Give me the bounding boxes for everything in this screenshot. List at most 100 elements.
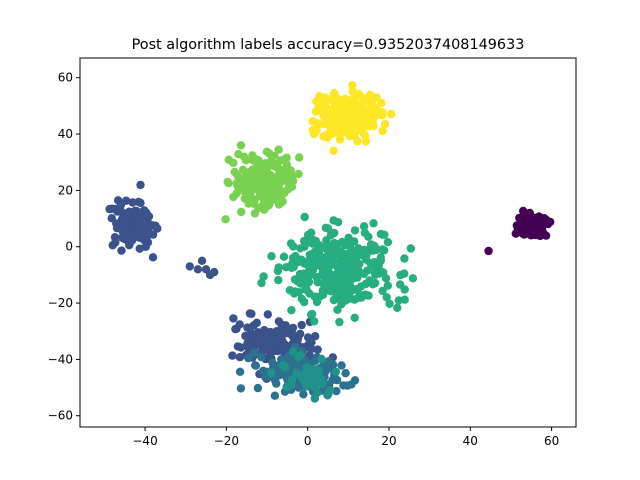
- data-point: [117, 246, 126, 255]
- data-point: [244, 171, 253, 181]
- data-point: [110, 233, 120, 242]
- data-point: [393, 303, 402, 312]
- data-point: [313, 388, 322, 397]
- data-point: [268, 333, 278, 343]
- data-point: [267, 252, 276, 261]
- data-point: [331, 126, 340, 136]
- data-point: [228, 351, 237, 360]
- data-point: [295, 153, 304, 162]
- data-point: [352, 120, 361, 129]
- data-point: [233, 342, 243, 351]
- data-point: [118, 227, 127, 236]
- data-point: [297, 320, 306, 330]
- x-tick-label: 60: [544, 434, 559, 448]
- data-point: [345, 292, 354, 302]
- data-point: [302, 368, 312, 378]
- data-point: [258, 193, 267, 202]
- data-point: [275, 172, 284, 181]
- data-point: [274, 200, 284, 209]
- data-point: [267, 156, 276, 166]
- data-point: [197, 256, 207, 265]
- data-point: [286, 176, 295, 186]
- data-point: [310, 317, 319, 326]
- data-point: [306, 343, 315, 352]
- data-point: [249, 348, 259, 357]
- data-point: [329, 216, 338, 225]
- data-point: [307, 228, 316, 237]
- data-point: [274, 145, 283, 154]
- data-point: [335, 135, 345, 144]
- data-point: [317, 375, 326, 384]
- data-point: [301, 275, 310, 284]
- data-point: [251, 361, 260, 370]
- data-point: [296, 244, 305, 253]
- data-point: [243, 339, 252, 348]
- data-point: [269, 191, 279, 201]
- data-point: [287, 380, 296, 389]
- data-point: [365, 90, 375, 100]
- data-point: [121, 217, 131, 226]
- data-point: [338, 253, 347, 262]
- data-point: [141, 213, 150, 222]
- data-point: [247, 309, 256, 318]
- data-point: [257, 278, 266, 288]
- data-point: [253, 383, 263, 393]
- data-point: [307, 251, 317, 260]
- y-tick-label: 60: [58, 71, 73, 85]
- data-point: [275, 337, 284, 346]
- data-point: [260, 337, 269, 346]
- data-point: [353, 245, 362, 254]
- data-point: [383, 281, 392, 290]
- plot-frame: [79, 57, 577, 428]
- x-tick-label: 0: [304, 434, 312, 448]
- data-point: [363, 266, 372, 275]
- data-point: [229, 158, 238, 167]
- data-point: [258, 168, 267, 177]
- data-point: [325, 357, 334, 366]
- data-point: [345, 254, 355, 263]
- data-point: [361, 251, 370, 260]
- data-point: [296, 351, 305, 360]
- data-point: [328, 375, 337, 385]
- y-tick-label: −40: [48, 352, 73, 366]
- data-point: [237, 207, 246, 217]
- data-point: [317, 354, 326, 364]
- data-point: [113, 196, 123, 205]
- data-point: [331, 367, 340, 377]
- x-axis: −40 −20 0 20 40 60: [132, 427, 559, 448]
- data-point: [378, 108, 387, 117]
- data-point: [311, 236, 321, 246]
- data-point: [297, 294, 306, 304]
- data-point: [125, 207, 134, 216]
- data-point: [325, 105, 334, 114]
- data-point: [303, 377, 313, 386]
- y-tick-label: −20: [48, 296, 73, 310]
- data-point: [311, 368, 320, 377]
- data-point: [335, 292, 345, 301]
- data-point: [350, 262, 359, 272]
- data-point: [278, 369, 287, 379]
- data-point: [244, 332, 253, 341]
- data-point: [262, 186, 271, 195]
- data-point: [312, 272, 321, 282]
- data-point: [250, 169, 259, 178]
- data-point: [350, 313, 359, 322]
- data-point: [361, 137, 371, 146]
- data-point: [341, 286, 350, 296]
- data-point: [378, 245, 387, 254]
- data-point: [279, 155, 289, 164]
- data-point: [133, 221, 142, 230]
- data-point: [294, 288, 303, 297]
- data-point: [376, 253, 385, 262]
- y-tick-label: 20: [58, 183, 73, 197]
- data-point: [332, 386, 341, 396]
- data-point: [347, 270, 356, 279]
- data-point: [339, 381, 348, 390]
- data-point: [345, 281, 355, 290]
- data-point: [105, 204, 114, 214]
- data-point: [290, 275, 300, 284]
- y-axis: −60 −40 −20 0 20 40 60: [48, 71, 80, 423]
- data-point: [408, 274, 418, 283]
- data-point: [369, 219, 378, 228]
- data-point: [235, 367, 245, 376]
